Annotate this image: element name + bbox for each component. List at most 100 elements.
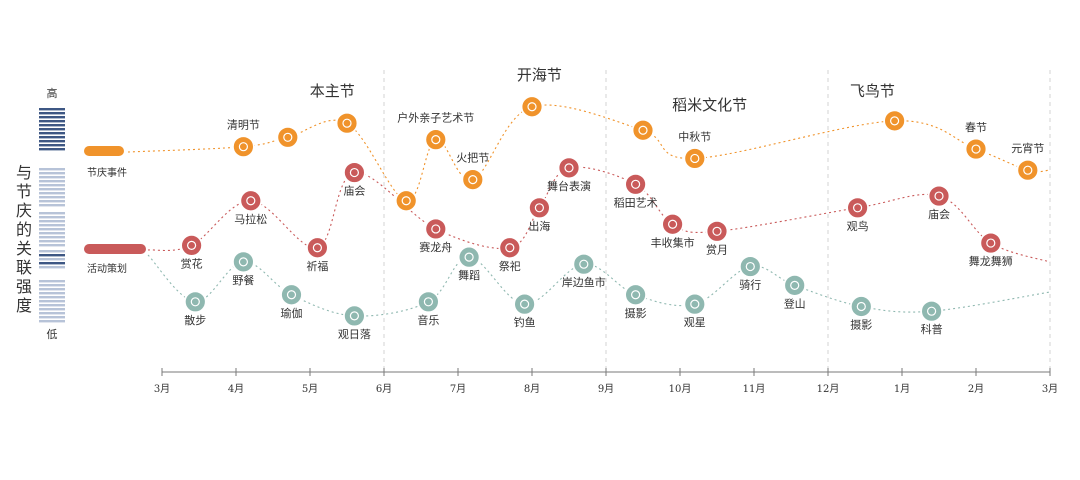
bike-icon <box>738 255 762 278</box>
y-title-char: 联 <box>16 258 32 277</box>
strip-line <box>39 140 65 143</box>
rice-icon <box>631 118 655 142</box>
x-tick-label: 4月 <box>228 383 244 395</box>
icon-glyph <box>690 153 700 164</box>
data-point: 观鸟 <box>846 196 869 233</box>
series-curves <box>127 104 1051 317</box>
data-point: 祭祀 <box>498 236 522 273</box>
data-point: 庙会 <box>342 161 366 198</box>
strip-line <box>39 292 65 295</box>
point-label: 舞台表演 <box>547 179 591 193</box>
strip-line <box>39 180 65 183</box>
data-point: 散步 <box>183 290 207 327</box>
data-point: 野餐 <box>231 250 255 287</box>
y-title-char: 庆 <box>16 201 32 220</box>
icon-glyph <box>790 280 800 290</box>
data-point: 户外亲子艺术节 <box>397 111 474 152</box>
data-point: 元宵节 <box>1011 141 1044 182</box>
strip-line <box>39 212 65 215</box>
point-label: 舞蹈 <box>458 269 480 282</box>
strip-line <box>39 148 65 151</box>
telescope-icon <box>683 292 707 316</box>
icon-glyph <box>638 125 648 135</box>
icon-glyph <box>431 135 441 145</box>
strip-line <box>39 168 65 171</box>
kite-icon <box>276 125 300 149</box>
strip-line <box>39 192 65 195</box>
icon-glyph <box>519 299 530 309</box>
section-label: 飞鸟节 <box>850 82 895 100</box>
strip-line <box>39 136 65 139</box>
bird-icon <box>846 196 869 220</box>
point-label: 赏月 <box>706 243 728 256</box>
point-label: 观日落 <box>338 328 371 341</box>
x-tick-label: 11月 <box>743 383 766 395</box>
data-point <box>520 95 544 119</box>
x-tick-label: 6月 <box>376 383 392 395</box>
strip-line <box>39 320 65 323</box>
data-point <box>335 111 359 135</box>
yoga-icon <box>280 283 303 307</box>
y-title-char: 关 <box>16 239 32 258</box>
data-point: 摄影 <box>624 283 647 320</box>
x-tick-label: 5月 <box>302 383 318 395</box>
strip-line <box>39 132 65 135</box>
icon-glyph <box>889 116 900 126</box>
dragon-boat-icon <box>424 217 448 241</box>
mooncake-icon <box>683 147 707 170</box>
data-point: 岸边鱼市 <box>562 252 606 289</box>
point-label: 清明节 <box>227 119 260 132</box>
data-point <box>631 118 655 142</box>
strip-line <box>39 262 65 265</box>
data-point: 春节 <box>964 121 988 161</box>
dance-icon <box>457 245 481 269</box>
data-point: 马拉松 <box>234 189 267 226</box>
point-label: 马拉松 <box>234 212 267 226</box>
strip-line <box>39 266 65 269</box>
strip-line <box>39 112 65 115</box>
icon-glyph <box>934 191 944 201</box>
x-tick-label: 3月 <box>1042 383 1058 395</box>
y-title-char: 的 <box>16 220 32 239</box>
strip-line <box>39 128 65 131</box>
icon-glyph <box>423 297 433 307</box>
data-point: 舞台表演 <box>547 156 591 193</box>
strip-line <box>39 124 65 127</box>
strip-line <box>39 308 65 311</box>
strip-line <box>39 316 65 319</box>
data-point: 庙会 <box>927 184 951 221</box>
icon-glyph <box>349 167 359 178</box>
strip-line <box>39 116 65 119</box>
icon-glyph <box>926 306 937 316</box>
x-tick-label: 3月 <box>154 383 170 395</box>
camera-icon <box>624 283 647 307</box>
walk-icon <box>183 290 207 314</box>
point-label: 舞龙舞狮 <box>969 255 1013 268</box>
point-label: 丰收集市 <box>651 235 695 249</box>
data-point: 摄影 <box>849 295 873 332</box>
icon-glyph <box>712 226 722 236</box>
icon-glyph <box>630 179 641 189</box>
icon-glyph <box>238 257 248 267</box>
icon-glyph <box>246 196 256 206</box>
legend-activity-label: 活动策划 <box>87 262 127 275</box>
section-label: 开海节 <box>517 66 562 84</box>
fishing-icon <box>513 292 536 316</box>
strip-line <box>39 254 65 257</box>
bird-icon <box>883 109 906 133</box>
strip-line <box>39 244 65 247</box>
ship-icon <box>520 95 544 119</box>
icon-glyph <box>579 259 589 269</box>
x-tick-label: 9月 <box>598 383 614 395</box>
strip-line <box>39 108 65 111</box>
data-point: 骑行 <box>738 255 762 292</box>
temple-icon <box>927 184 951 208</box>
strip-line <box>39 300 65 303</box>
point-label: 观星 <box>684 316 706 329</box>
icon-glyph <box>856 301 866 312</box>
data-point: 出海 <box>528 196 551 233</box>
